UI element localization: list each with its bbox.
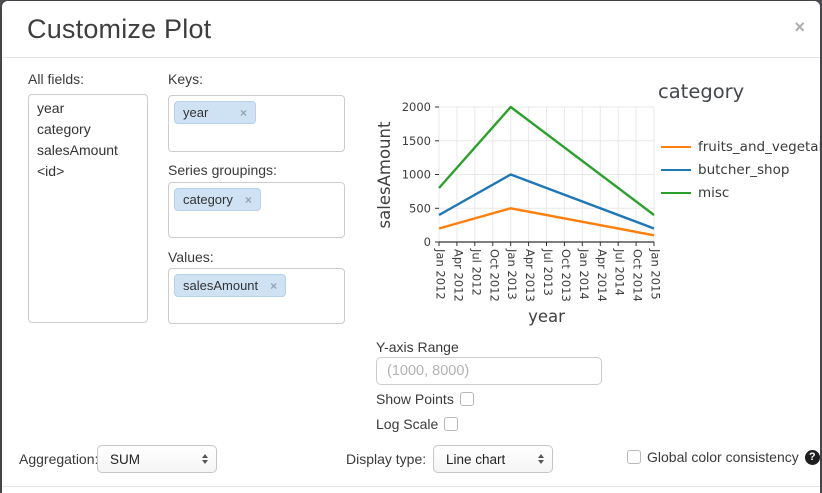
aggregation-select[interactable]: SUM xyxy=(97,445,217,473)
field-option[interactable]: <id> xyxy=(37,163,65,179)
series-line-misc xyxy=(438,105,655,216)
x-tick-label: Apr 2012 xyxy=(451,249,465,302)
aggregation-value: SUM xyxy=(110,451,140,467)
legend-line-swatch xyxy=(661,145,691,148)
y-tick-label: 1500 xyxy=(402,134,431,148)
y-axis-range-label: Y-axis Range xyxy=(376,339,459,355)
x-axis-title: year xyxy=(528,307,565,326)
series-groupings-dropzone[interactable]: category × xyxy=(168,182,345,238)
x-tick-label: Jul 2013 xyxy=(541,248,555,296)
x-tick-label: Jul 2014 xyxy=(613,248,627,296)
display-type-value: Line chart xyxy=(446,451,506,467)
keys-dropzone[interactable]: year × xyxy=(168,95,345,152)
tag-year[interactable]: year × xyxy=(174,101,256,124)
show-points-label: Show Points xyxy=(376,391,454,407)
tag-label: category xyxy=(183,192,233,207)
legend-entry: misc xyxy=(661,181,820,204)
global-color-checkbox[interactable] xyxy=(627,450,641,464)
all-fields-label: All fields: xyxy=(28,71,85,87)
legend-title: category xyxy=(658,80,745,103)
y-axis-range-input[interactable] xyxy=(376,357,602,385)
aggregation-label: Aggregation: xyxy=(19,451,99,467)
dialog-title: Customize Plot xyxy=(27,14,212,44)
global-color-label: Global color consistency xyxy=(647,449,799,465)
x-tick-label: Oct 2012 xyxy=(487,249,501,302)
field-option[interactable]: year xyxy=(37,100,65,116)
display-type-label: Display type: xyxy=(346,451,427,467)
all-fields-list: year category salesAmount <id> xyxy=(28,94,148,323)
plot-preview: 0 500 1000 1500 2000 Jan 2012 Apr 2012 Jul 2012… xyxy=(375,100,663,326)
show-points-checkbox[interactable] xyxy=(459,392,474,406)
global-color-row: Global color consistency ? xyxy=(627,449,820,465)
close-icon[interactable]: × xyxy=(794,17,805,37)
y-tick-label: 0 xyxy=(424,235,431,249)
legend-line-swatch xyxy=(661,191,691,194)
log-scale-row: Log Scale xyxy=(376,416,459,432)
x-tick-label: Oct 2013 xyxy=(559,249,573,302)
values-label: Values: xyxy=(168,249,214,265)
field-option[interactable]: category xyxy=(37,121,91,137)
x-tick-label: Jan 2015 xyxy=(649,248,663,300)
legend-label: fruits_and_vegetable xyxy=(698,138,820,155)
show-points-row: Show Points xyxy=(376,391,474,407)
tag-salesamount[interactable]: salesAmount × xyxy=(174,274,287,297)
x-tick-label: Jul 2012 xyxy=(469,248,483,296)
tag-label: salesAmount xyxy=(183,278,259,293)
field-option[interactable]: salesAmount xyxy=(37,142,118,158)
series-line-butcher_shop xyxy=(438,173,655,230)
dialog-header: Customize Plot × xyxy=(2,1,820,58)
legend-line-swatch xyxy=(661,168,691,171)
help-icon[interactable]: ? xyxy=(804,449,820,465)
tag-remove-icon[interactable]: × xyxy=(239,105,247,120)
x-tick-label: Jan 2013 xyxy=(505,248,519,300)
y-axis-title: salesAmount xyxy=(375,121,394,228)
select-stepper-icon xyxy=(530,454,544,464)
y-tick-label: 1000 xyxy=(402,168,431,182)
series-line-fruits_and_vegetable xyxy=(438,207,655,237)
series-groupings-label: Series groupings: xyxy=(168,162,277,178)
tag-label: year xyxy=(183,105,209,120)
keys-label: Keys: xyxy=(168,71,204,87)
legend-entry: butcher_shop xyxy=(661,158,820,181)
legend-label: butcher_shop xyxy=(698,161,790,178)
legend-entry: fruits_and_vegetable xyxy=(661,135,820,158)
dialog-footer xyxy=(2,486,820,493)
log-scale-label: Log Scale xyxy=(376,416,439,432)
values-dropzone[interactable]: salesAmount × xyxy=(168,268,345,324)
x-tick-label: Apr 2013 xyxy=(523,249,537,302)
y-tick-label: 500 xyxy=(409,201,431,215)
y-tick-label: 2000 xyxy=(402,100,431,114)
tag-category[interactable]: category × xyxy=(174,188,261,211)
log-scale-checkbox[interactable] xyxy=(444,417,459,431)
x-tick-label: Oct 2014 xyxy=(631,249,645,302)
x-tick-label: Jan 2014 xyxy=(577,248,591,300)
legend-label: misc xyxy=(698,184,730,201)
select-stepper-icon xyxy=(194,454,208,464)
x-tick-label: Jan 2012 xyxy=(434,248,448,300)
display-type-select[interactable]: Line chart xyxy=(433,445,553,473)
x-tick-label: Apr 2014 xyxy=(595,249,609,302)
tag-remove-icon[interactable]: × xyxy=(270,278,278,293)
tag-remove-icon[interactable]: × xyxy=(244,192,252,207)
